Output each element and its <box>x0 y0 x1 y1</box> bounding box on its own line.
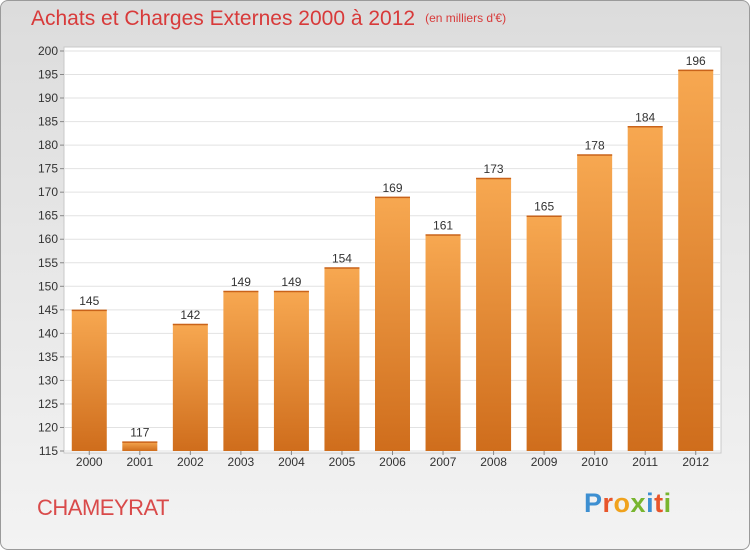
bar-2010 <box>577 154 613 451</box>
chart-title: Achats et Charges Externes 2000 à 2012 (e… <box>31 7 506 31</box>
bar-2006 <box>375 196 410 451</box>
data-label: 145 <box>79 294 99 308</box>
bar-2003 <box>223 291 259 451</box>
bar-2000 <box>71 309 107 451</box>
data-label: 178 <box>585 139 605 153</box>
data-label: 142 <box>180 308 200 322</box>
y-tick-label: 185 <box>38 115 58 129</box>
x-tick-label: 2008 <box>480 455 507 469</box>
y-tick-label: 160 <box>38 232 58 246</box>
data-label: 169 <box>382 181 402 195</box>
y-tick-label: 170 <box>38 185 58 199</box>
chart-unit: (en milliers d'€) <box>425 11 507 25</box>
y-tick-label: 190 <box>38 91 58 105</box>
x-tick-label: 2005 <box>329 455 356 469</box>
commune-name: CHAMEYRAT <box>37 495 170 520</box>
y-tick-label: 115 <box>39 444 58 458</box>
data-label: 149 <box>231 275 251 289</box>
y-tick-label: 155 <box>38 256 58 270</box>
x-tick-label: 2009 <box>531 455 558 469</box>
x-tick-label: 2012 <box>682 455 709 469</box>
logo-letter: o <box>613 488 631 518</box>
logo-letter: t <box>654 488 664 518</box>
data-label: 117 <box>130 426 149 440</box>
y-tick-label: 175 <box>38 162 58 176</box>
y-tick-label: 130 <box>38 373 58 387</box>
proxiti-logo: Proxiti <box>584 488 672 519</box>
y-tick-label: 120 <box>38 420 58 434</box>
x-tick-label: 2007 <box>430 455 457 469</box>
logo-letter: r <box>602 488 614 518</box>
data-label: 149 <box>281 275 301 289</box>
logo-letter: x <box>630 488 647 518</box>
y-tick-label: 140 <box>38 326 58 340</box>
data-label: 196 <box>686 54 706 68</box>
y-tick-label: 180 <box>38 138 58 152</box>
bar-2008 <box>476 178 512 451</box>
x-tick-label: 2006 <box>379 455 406 469</box>
logo-letter: i <box>663 488 672 518</box>
bar-2011 <box>627 126 663 451</box>
y-tick-label: 150 <box>38 279 58 293</box>
bar-2004 <box>273 291 309 451</box>
chart-title-text: Achats et Charges Externes 2000 à 2012 <box>31 7 416 30</box>
data-label: 165 <box>534 200 554 214</box>
y-tick-label: 195 <box>38 68 58 82</box>
x-tick-label: 2001 <box>126 455 153 469</box>
y-tick-label: 125 <box>38 397 58 411</box>
y-tick-label: 135 <box>38 350 58 364</box>
logo-letter: P <box>584 488 603 518</box>
y-tick-label: 200 <box>38 44 58 58</box>
x-tick-label: 2000 <box>76 455 103 469</box>
x-tick-label: 2004 <box>278 455 305 469</box>
bar-2001 <box>122 441 158 451</box>
data-label: 154 <box>332 251 352 265</box>
bar-2009 <box>526 215 562 451</box>
y-tick-label: 145 <box>38 303 58 317</box>
x-tick-label: 2003 <box>228 455 255 469</box>
bar-2007 <box>425 234 461 451</box>
data-label: 161 <box>433 219 453 233</box>
bar-2002 <box>172 323 208 451</box>
bar-2012 <box>678 69 714 451</box>
x-tick-label: 2010 <box>581 455 608 469</box>
bar-2005 <box>324 267 360 451</box>
x-tick-label: 2002 <box>177 455 204 469</box>
x-tick-label: 2011 <box>632 455 658 469</box>
data-label: 173 <box>484 162 504 176</box>
y-tick-label: 165 <box>38 209 58 223</box>
data-label: 184 <box>635 110 655 124</box>
logo-letter: i <box>646 488 655 518</box>
